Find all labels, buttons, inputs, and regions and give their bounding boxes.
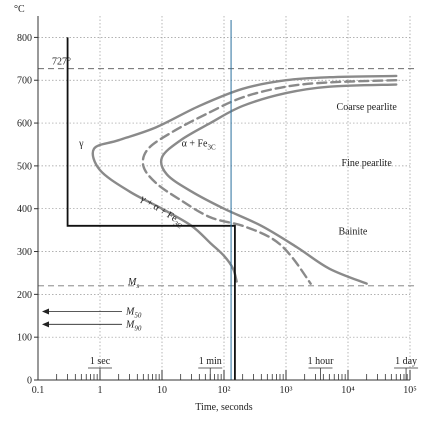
x-tick-label: 0.1: [32, 385, 45, 396]
x-tick-label: 10⁴: [341, 385, 355, 396]
y-tick-label: 100: [17, 333, 32, 344]
y-tick-label: 700: [17, 76, 32, 87]
region-label: γ: [78, 139, 84, 150]
region-label: Bainite: [338, 226, 367, 237]
ms-label: Ms: [127, 277, 139, 290]
martensite-arrow-head: [42, 308, 49, 315]
time-mark-label: 1 min: [199, 356, 222, 367]
martensite-label: M50: [125, 306, 142, 319]
region-label: α + Fe3C: [182, 139, 216, 152]
martensite-label: M90: [125, 319, 142, 332]
y-tick-label: 800: [17, 33, 32, 44]
y-tick-label: 500: [17, 161, 32, 172]
x-tick-label: 10⁵: [403, 385, 417, 396]
cooling-path: [66, 20, 236, 380]
y-tick-label: 0: [27, 376, 32, 387]
cooling-path-line: [66, 37, 236, 380]
time-mark-label: 1 hour: [308, 356, 335, 367]
transformation-curve: [91, 74, 398, 283]
y-tick-label: 200: [17, 290, 32, 301]
x-tick-label: 1: [98, 385, 103, 396]
y-tick-label: 300: [17, 247, 32, 258]
y-tick-label: 400: [17, 204, 32, 215]
time-mark-label: 1 day: [395, 356, 417, 367]
transformation-curves: [91, 74, 398, 285]
y-axis-label: °C: [14, 4, 25, 15]
reference-lines: [38, 68, 414, 328]
x-tick-label: 10: [157, 385, 167, 396]
eutectoid-label: 727°: [52, 57, 71, 68]
grid-lines: [37, 16, 411, 381]
axes: 0 100 200 300 400 500 600 700 800 °C 0.1 1 10 10² 10³ 1…: [14, 4, 419, 413]
martensite-arrow-head: [42, 321, 49, 328]
time-mark-label: 1 sec: [90, 356, 111, 367]
region-label: Fine pearlite: [342, 158, 393, 169]
region-label: Coarse pearlite: [337, 102, 398, 113]
y-tick-label: 600: [17, 119, 32, 130]
transformation-curve: [159, 83, 398, 285]
x-tick-label: 10²: [218, 385, 231, 396]
transformation-curve: [141, 79, 398, 285]
x-tick-label: 10³: [280, 385, 293, 396]
x-axis-label: Time, seconds: [195, 402, 253, 413]
